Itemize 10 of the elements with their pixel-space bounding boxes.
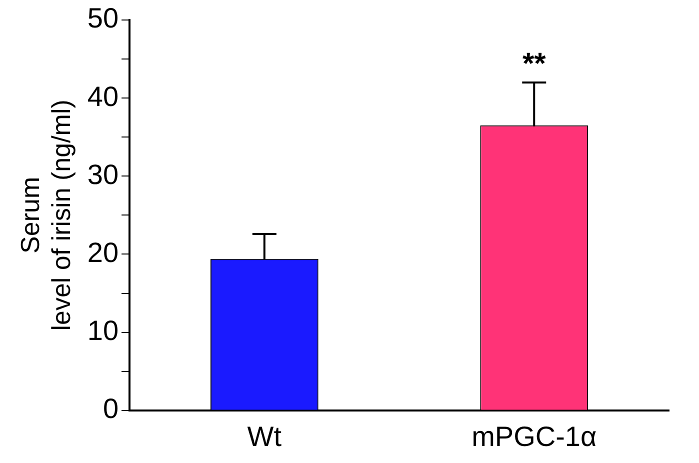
annotation: ** — [522, 47, 546, 80]
y-tick-label: 0 — [102, 393, 119, 424]
y-tick-label: 50 — [87, 2, 119, 34]
y-tick-label: 30 — [87, 158, 119, 190]
x-tick-label: Wt — [247, 420, 282, 452]
y-axis-title: Serum level of irisin (ng/ml) — [14, 100, 76, 331]
y-tick-label: 10 — [87, 315, 119, 346]
y-tick-label: 40 — [87, 80, 119, 112]
x-tick-label: mPGC-1α — [472, 420, 597, 452]
y-tick-label: 20 — [87, 236, 119, 268]
